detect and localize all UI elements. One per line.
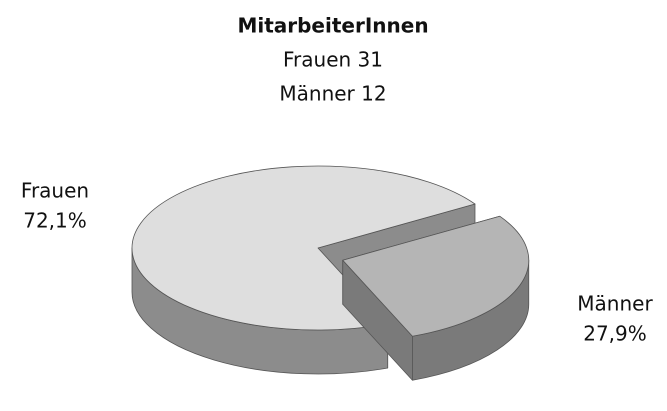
pie-slice	[342, 215, 530, 337]
slice-value-label: 72,1%	[23, 209, 87, 233]
chart-subtitle: Frauen 31	[283, 48, 383, 72]
slice-category-label: Männer	[577, 292, 653, 316]
chart-title: MitarbeiterInnen	[237, 14, 428, 38]
pie-slice	[131, 165, 476, 331]
slice-value-label: 27,9%	[583, 322, 647, 346]
slice-category-label: Frauen	[21, 179, 89, 203]
chart-subtitle: Männer 12	[279, 82, 386, 106]
